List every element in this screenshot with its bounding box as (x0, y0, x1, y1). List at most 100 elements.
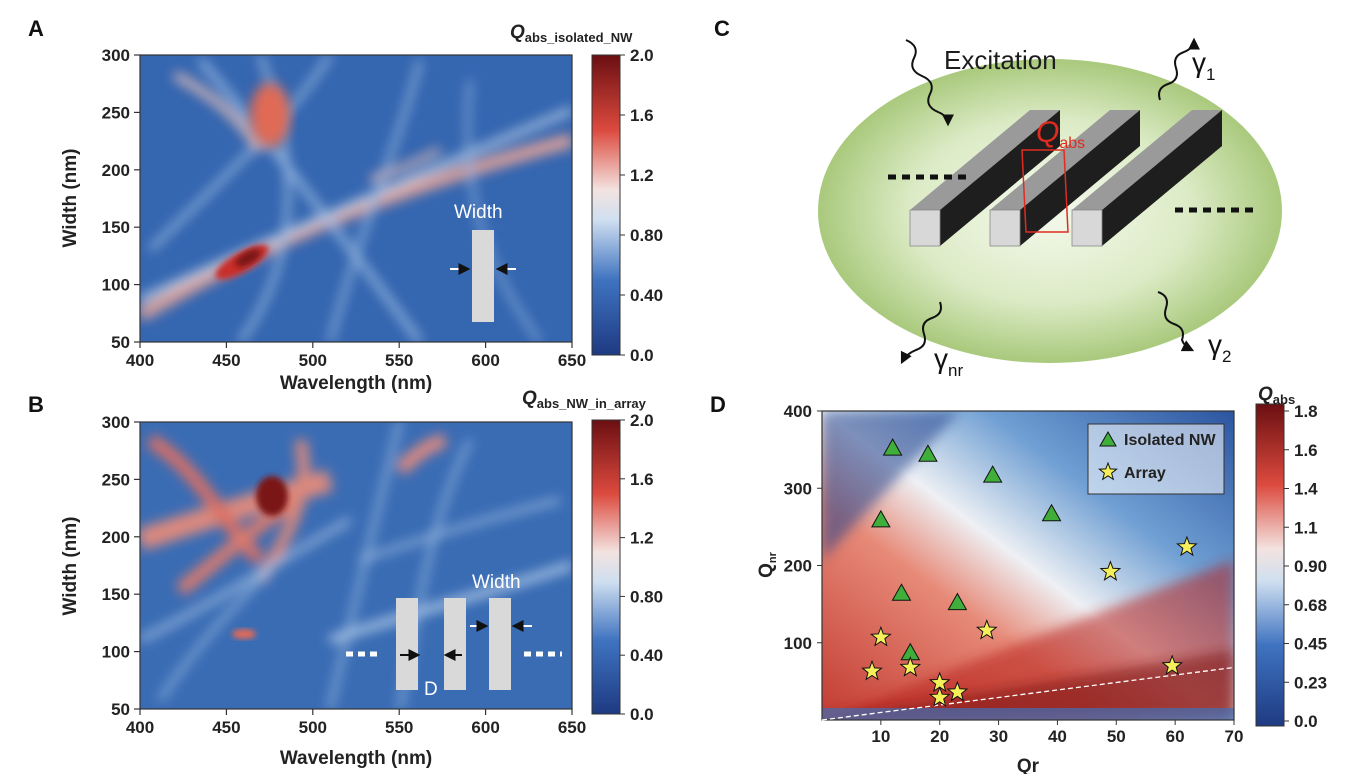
star-point (946, 680, 969, 702)
y-tick-label: 200 (102, 528, 130, 547)
colorbar-tick-label: 2.0 (630, 411, 654, 430)
colorbar-tick-label: 1.1 (1294, 518, 1318, 537)
y-tick-label: 400 (784, 402, 812, 421)
reference-line (821, 666, 1235, 721)
y-tick-label: 50 (111, 700, 130, 719)
triangle-point (882, 438, 903, 456)
x-tick-label: 60 (1166, 727, 1185, 746)
colorbar-d (1255, 403, 1285, 727)
y-tick-label: 100 (102, 276, 130, 295)
xlabel-a: Wavelength (nm) (280, 373, 432, 394)
axes-a: 400 450 500 550 600 650 50 100 150 200 250 300 (102, 46, 587, 370)
excitation-arrow (905, 39, 954, 127)
x-tick-label: 400 (126, 351, 154, 370)
star-point (869, 625, 892, 647)
y-tick-label: 300 (102, 46, 130, 65)
x-tick-label: 40 (1048, 727, 1067, 746)
x-tick-label: 450 (212, 718, 240, 737)
colorbar-tick-label: 0.45 (1294, 635, 1327, 654)
y-tick-label: 200 (102, 161, 130, 180)
colorbar-tick-label: 0.0 (1294, 712, 1318, 731)
colorbar-tick-label: 0.40 (630, 286, 663, 305)
x-tick-label: 650 (558, 718, 586, 737)
triangle-point (918, 444, 938, 462)
colorbar-tick-label: 1.6 (630, 106, 654, 125)
colorbar-tick-label: 1.2 (630, 529, 654, 548)
phase-map-d (822, 411, 1234, 720)
triangle-point (947, 592, 968, 611)
triangle-point (871, 509, 891, 528)
colorbar-tick-label: 0.90 (1294, 557, 1327, 576)
y-tick-label: 50 (111, 333, 130, 352)
nanowire-1 (909, 110, 1060, 247)
gamma1-label: γ1 (1192, 47, 1215, 84)
colorbar-a-title: Qabs_isolated_NW (510, 22, 633, 45)
array-inset-b: Width D (346, 572, 562, 700)
colorbar-tick-label: 0.40 (630, 646, 663, 665)
colorbar-tick-label: 2.0 (630, 46, 654, 65)
axes-d: 10 20 30 40 50 60 70 100 200 300 400 (784, 402, 1244, 746)
colorbar-a (591, 54, 621, 356)
panel-a: A Width 400 450 50 (28, 16, 663, 394)
panel-c: C Excitation Qabs γ1 γ2 γnr (714, 16, 1282, 380)
xlabel-d: Qr (1017, 756, 1040, 774)
excitation-label: Excitation (944, 45, 1057, 75)
colorbar-b-ticks: 0.0 0.40 0.80 1.2 1.6 2.0 (620, 411, 663, 724)
gamma2-arrow (1157, 291, 1195, 352)
legend-d: Isolated NW Array (1087, 423, 1225, 495)
qabs-box (1021, 149, 1069, 233)
y-tick-label: 250 (102, 470, 130, 489)
star-point (899, 656, 922, 677)
y-tick-label: 250 (102, 103, 130, 122)
gammanr-arrow (900, 301, 942, 365)
y-tick-label: 300 (784, 479, 812, 498)
x-tick-label: 10 (871, 727, 890, 746)
panel-letter-a: A (28, 16, 44, 41)
colorbar-d-ticks: 0.0 0.23 0.45 0.68 0.90 1.1 1.4 1.6 1.8 (1284, 402, 1327, 731)
width-inset-a: Width (450, 202, 516, 322)
colorbar-tick-label: 0.80 (630, 587, 663, 606)
y-tick-label: 100 (784, 634, 812, 653)
x-tick-label: 70 (1225, 727, 1244, 746)
ylabel-a: Width (nm) (60, 148, 81, 247)
inset-gap-label-b: D (424, 679, 438, 700)
panel-d: D 10 20 30 40 50 60 70 100 200 300 400 Isolated NW… (710, 384, 1327, 774)
x-tick-label: 550 (385, 718, 413, 737)
x-tick-label: 20 (930, 727, 949, 746)
inset-width-label-a: Width (454, 202, 503, 223)
gammanr-label: γnr (934, 343, 963, 380)
colorbar-tick-label: 0.80 (630, 226, 663, 245)
inset-width-label-b: Width (472, 572, 521, 593)
colorbar-tick-label: 1.2 (630, 166, 654, 185)
colorbar-b (591, 419, 621, 715)
gamma2-label: γ2 (1208, 329, 1231, 366)
colorbar-tick-label: 0.0 (630, 346, 654, 365)
colorbar-tick-label: 1.6 (1294, 441, 1318, 460)
x-tick-label: 600 (471, 718, 499, 737)
y-tick-label: 100 (102, 643, 130, 662)
panel-b: B (28, 388, 663, 769)
x-tick-label: 600 (471, 351, 499, 370)
star-point (861, 659, 883, 681)
star-point (1161, 654, 1184, 676)
scatter-marks-d (821, 438, 1235, 721)
y-tick-label: 150 (102, 585, 130, 604)
qabs-label: Qabs (1036, 116, 1085, 152)
colorbar-a-ticks: 0.0 0.40 0.80 1.2 1.6 2.0 (620, 46, 663, 365)
triangle-point (1041, 503, 1062, 522)
nanowire-3 (1071, 110, 1222, 247)
colorbar-tick-label: 0.23 (1294, 673, 1327, 692)
legend-triangle-icon (1099, 430, 1117, 447)
y-tick-label: 300 (102, 413, 130, 432)
heatmap-a-field (140, 55, 572, 342)
triangle-point (891, 583, 912, 601)
star-point (1176, 535, 1198, 557)
panel-letter-c: C (714, 16, 730, 41)
colorbar-d-title: Qabs (1258, 384, 1295, 407)
star-point (1099, 560, 1122, 581)
colorbar-tick-label: 1.4 (1294, 480, 1318, 499)
gamma1-arrow (1158, 37, 1200, 101)
x-tick-label: 650 (558, 351, 586, 370)
ylabel-d: Qnr (756, 551, 779, 578)
colorbar-tick-label: 0.68 (1294, 596, 1327, 615)
